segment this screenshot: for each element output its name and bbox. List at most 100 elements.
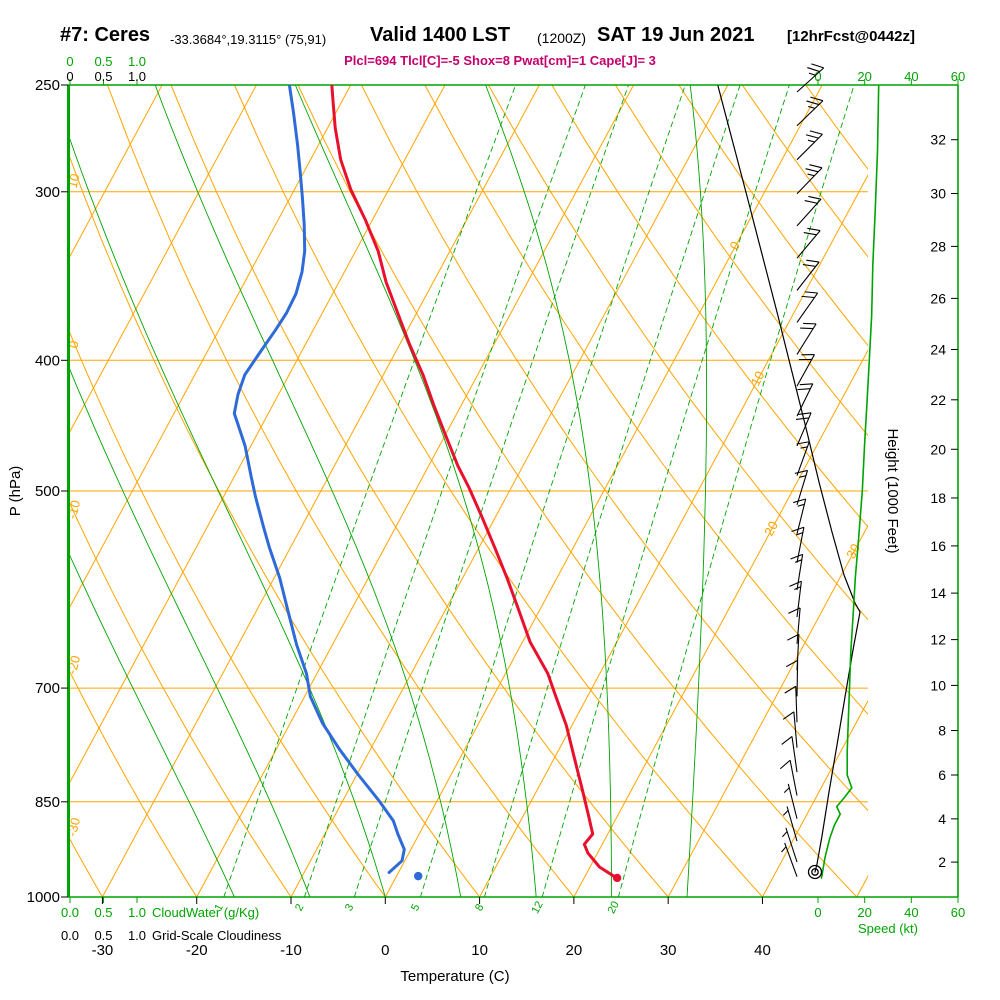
svg-text:12: 12	[930, 632, 946, 648]
svg-text:30: 30	[930, 186, 946, 202]
svg-text:-20: -20	[64, 654, 83, 676]
svg-text:0.5: 0.5	[94, 928, 112, 943]
svg-text:30: 30	[843, 541, 863, 561]
svg-text:1000: 1000	[27, 889, 60, 906]
svg-text:Height (1000 Feet): Height (1000 Feet)	[884, 428, 901, 553]
valid-time: Valid 1400 LST	[370, 24, 511, 46]
svg-text:500: 500	[35, 483, 60, 500]
svg-text:300: 300	[35, 184, 60, 201]
svg-text:12: 12	[529, 899, 545, 915]
svg-text:6: 6	[938, 767, 946, 783]
svg-text:16: 16	[930, 538, 946, 554]
dry-adiabat-edge-labels: 100-10-20-30	[64, 172, 83, 838]
surface-points	[414, 871, 622, 883]
wind-speed-curve	[820, 85, 880, 879]
speed-axis: 0 0 20 20 40 40 60 60 Speed (kt)	[814, 69, 965, 936]
svg-text:18: 18	[930, 490, 946, 506]
station-coords: -33.3684°,19.3115° (75,91)	[170, 32, 327, 47]
surface-dewpoint-dot	[414, 871, 423, 881]
svg-text:CloudWater (g/Kg): CloudWater (g/Kg)	[152, 905, 259, 920]
svg-text:40: 40	[904, 905, 918, 920]
svg-text:26: 26	[930, 290, 946, 306]
right-panel-trace	[717, 85, 861, 873]
svg-text:22: 22	[930, 392, 946, 408]
svg-text:24: 24	[930, 342, 946, 358]
svg-text:400: 400	[35, 352, 60, 369]
pressure-axis: 250 300 400 500 700 850 1000 P (hPa)	[7, 77, 68, 906]
svg-text:0: 0	[66, 69, 73, 84]
svg-text:Temperature (C): Temperature (C)	[400, 968, 509, 985]
stability-indices: Plcl=694 Tlcl[C]=-5 Shox=8 Pwat[cm]=1 Ca…	[344, 53, 656, 68]
svg-text:2: 2	[293, 902, 306, 913]
svg-text:-10: -10	[64, 499, 83, 521]
svg-text:-10: -10	[280, 942, 302, 959]
svg-text:0: 0	[65, 339, 81, 350]
surface-temperature-dot	[612, 873, 622, 883]
svg-text:0.0: 0.0	[61, 928, 79, 943]
svg-text:0: 0	[814, 905, 821, 920]
svg-text:20: 20	[606, 899, 622, 915]
svg-text:Speed (kt): Speed (kt)	[858, 921, 918, 936]
svg-text:30: 30	[660, 942, 677, 959]
svg-text:40: 40	[904, 69, 918, 84]
isobar-lines	[68, 191, 868, 803]
temperature-axis: -30 -20 -10 0 10 20 30 40 Temperature (C)	[92, 897, 771, 985]
svg-text:20: 20	[857, 69, 871, 84]
svg-text:8: 8	[473, 902, 486, 913]
svg-text:1.0: 1.0	[128, 69, 146, 84]
svg-text:10: 10	[930, 677, 946, 693]
svg-text:700: 700	[35, 680, 60, 697]
svg-text:5: 5	[409, 902, 422, 913]
svg-text:20: 20	[761, 519, 781, 539]
svg-text:4: 4	[938, 811, 946, 827]
mixing-ratio-lines	[223, 85, 855, 897]
svg-text:10: 10	[471, 942, 488, 959]
svg-text:850: 850	[35, 794, 60, 811]
svg-text:20: 20	[930, 441, 946, 457]
svg-text:8: 8	[938, 723, 946, 739]
svg-text:32: 32	[930, 132, 946, 148]
station-circle	[807, 864, 823, 880]
svg-text:1.0: 1.0	[128, 928, 146, 943]
temperature-curve	[330, 85, 618, 879]
svg-text:0.0: 0.0	[61, 905, 79, 920]
cloud-scales: 000.50.51.01.00.00.00.50.51.01.0CloudWat…	[61, 54, 282, 943]
svg-text:Grid-Scale Cloudiness: Grid-Scale Cloudiness	[152, 928, 282, 943]
svg-text:20: 20	[566, 942, 583, 959]
wind-barbs	[779, 63, 825, 877]
svg-text:1.0: 1.0	[128, 905, 146, 920]
forecast-tag: [12hrFcst@0442z]	[787, 28, 916, 45]
svg-text:0.5: 0.5	[94, 54, 112, 69]
svg-text:10: 10	[748, 368, 768, 388]
mixing-ratio-labels: 1 2 3 5 8 12 20	[212, 899, 622, 915]
svg-text:250: 250	[35, 77, 60, 94]
svg-text:0: 0	[814, 69, 821, 84]
svg-text:60: 60	[951, 905, 965, 920]
svg-text:-30: -30	[92, 942, 114, 959]
moist-adiabat-lines	[68, 85, 708, 897]
svg-text:20: 20	[857, 905, 871, 920]
svg-text:0: 0	[726, 239, 743, 252]
svg-text:0.5: 0.5	[94, 905, 112, 920]
svg-text:2: 2	[938, 854, 946, 870]
svg-text:-30: -30	[64, 816, 83, 838]
valid-date: SAT 19 Jun 2021	[597, 24, 755, 46]
svg-text:1.0: 1.0	[128, 54, 146, 69]
svg-text:1: 1	[212, 902, 225, 913]
svg-text:28: 28	[930, 238, 946, 254]
svg-text:40: 40	[754, 942, 771, 959]
svg-text:P (hPa): P (hPa)	[7, 466, 24, 517]
svg-text:60: 60	[951, 69, 965, 84]
svg-text:3: 3	[343, 902, 356, 913]
svg-text:0: 0	[66, 54, 73, 69]
station-title: #7: Ceres	[60, 24, 151, 46]
svg-text:14: 14	[930, 585, 946, 601]
svg-text:-20: -20	[186, 942, 208, 959]
svg-text:0: 0	[381, 942, 389, 959]
svg-text:0.5: 0.5	[94, 69, 112, 84]
valid-zulu: (1200Z)	[537, 30, 587, 46]
dewpoint-curve	[232, 85, 406, 874]
